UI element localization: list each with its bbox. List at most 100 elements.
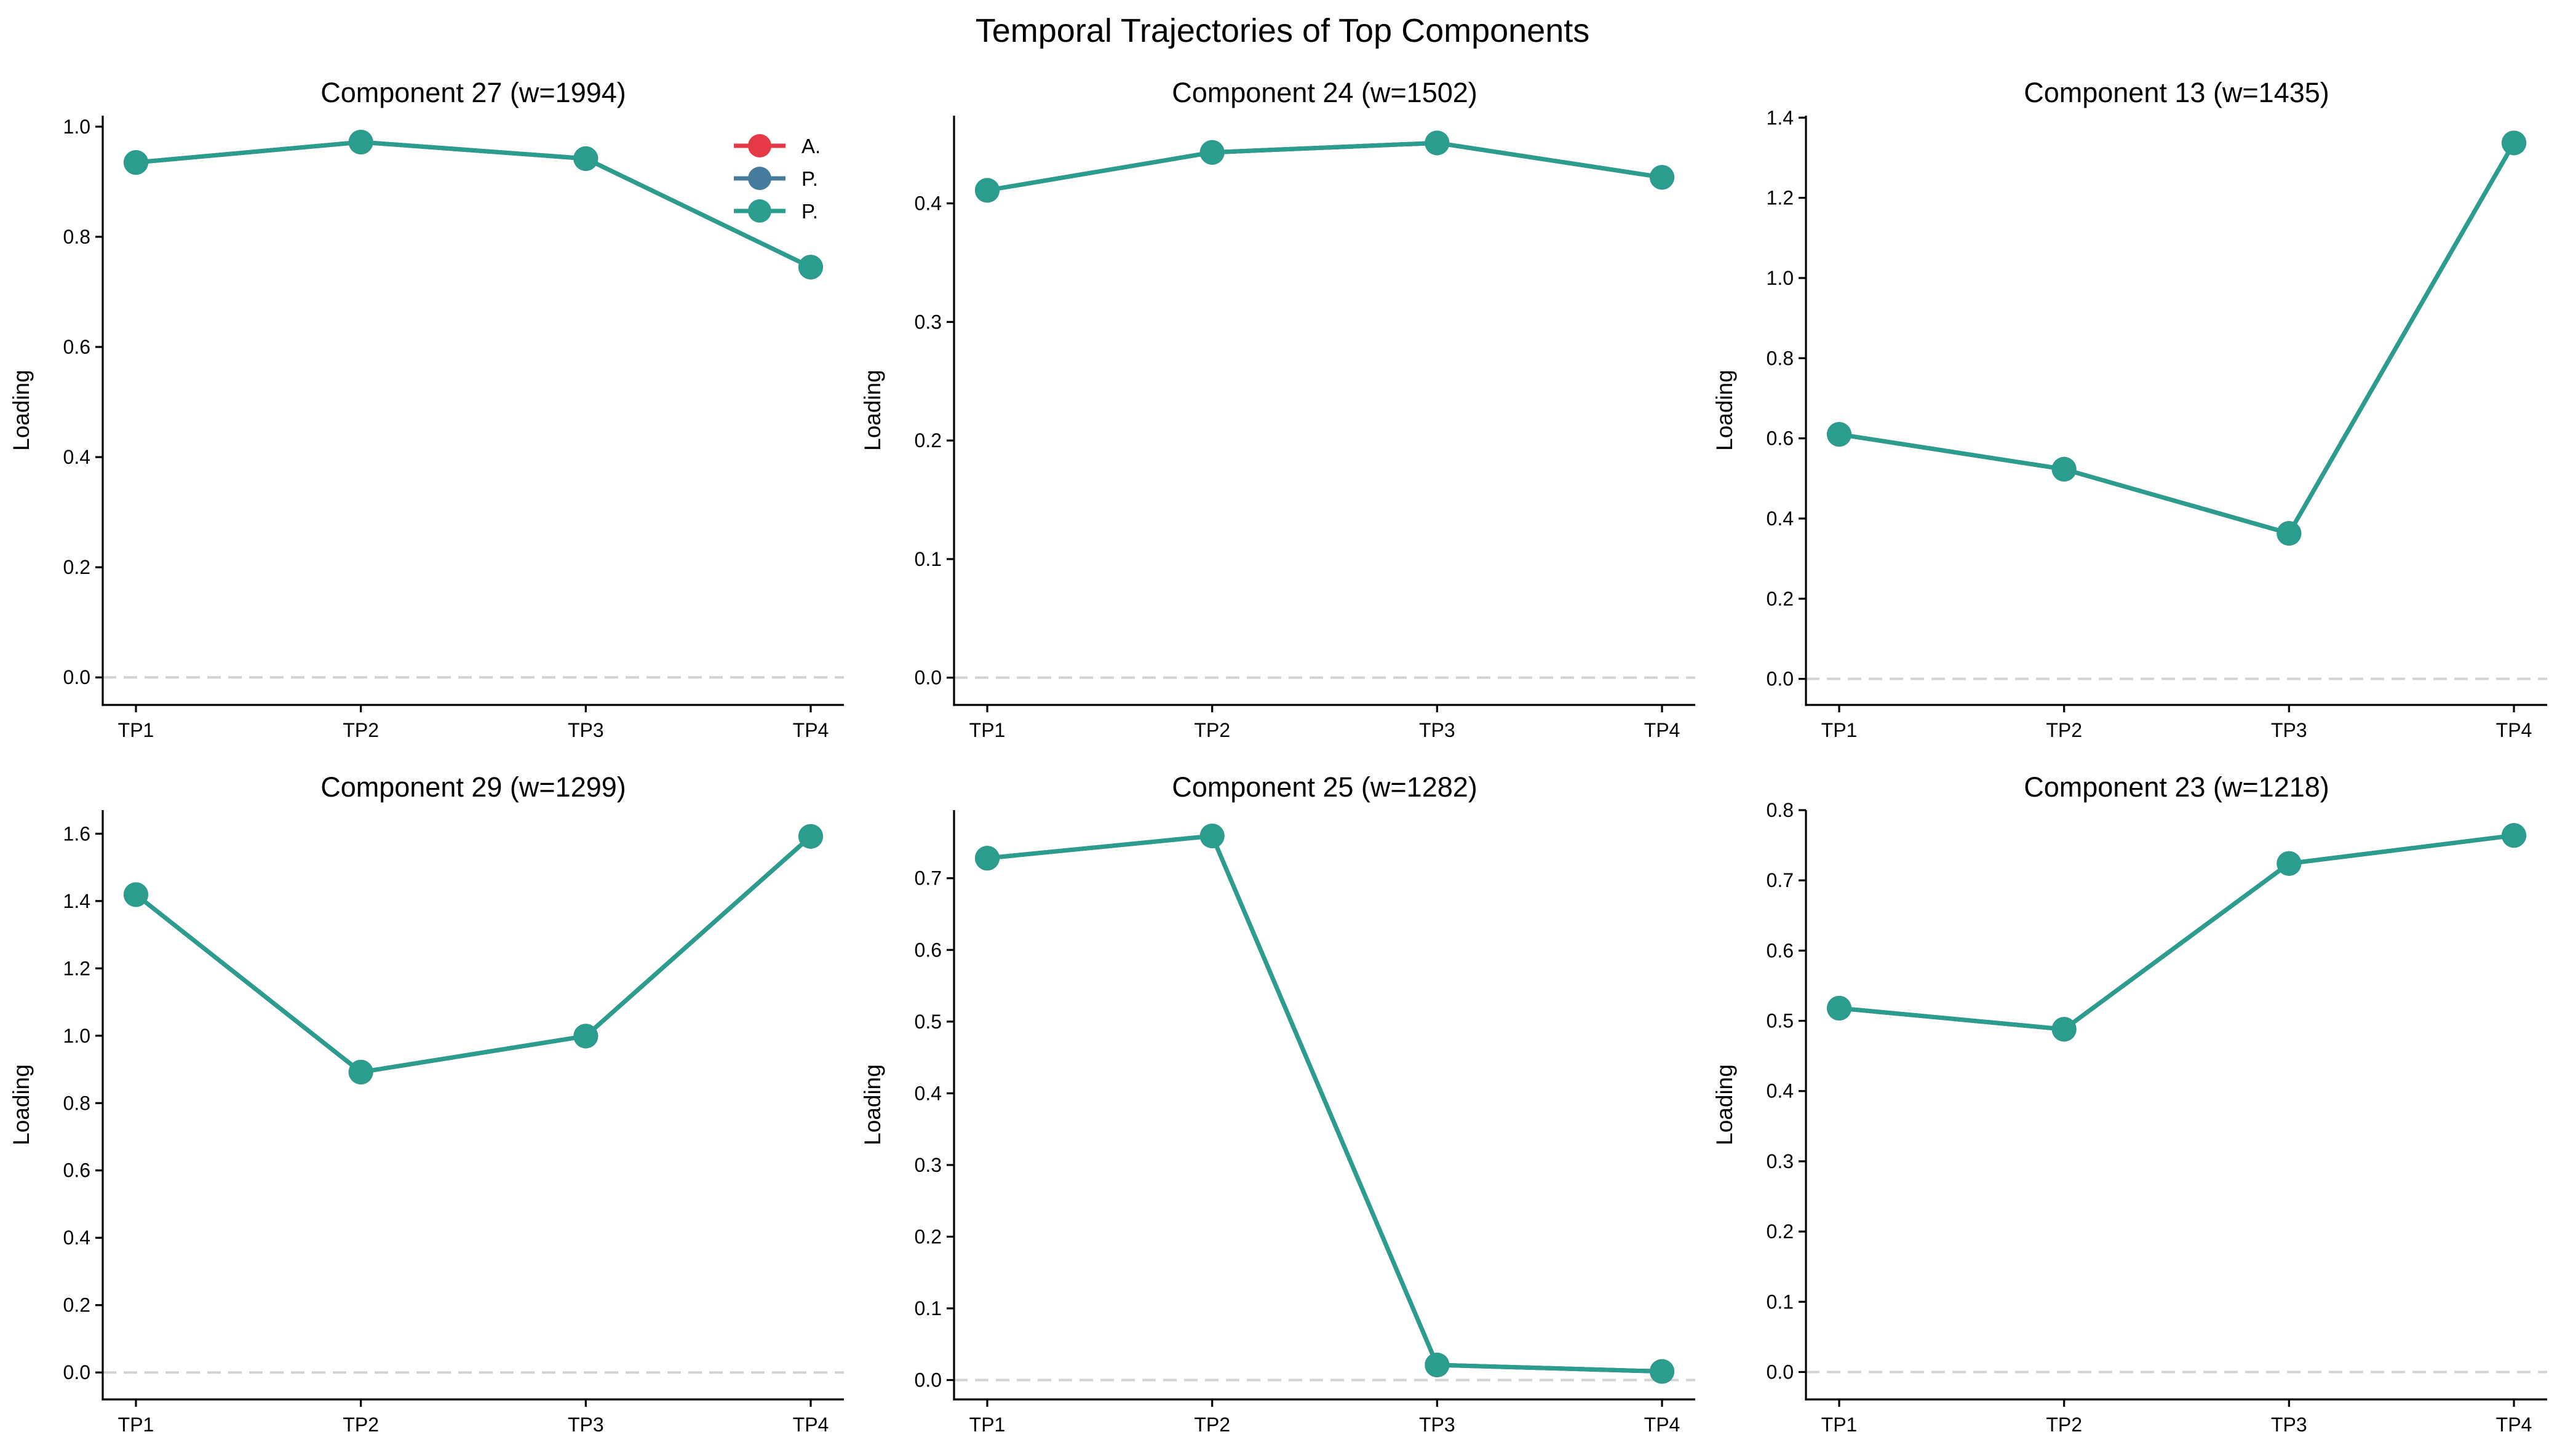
series-line — [1839, 141, 2516, 536]
series-1 — [1827, 823, 2526, 1042]
x-tick-label: TP1 — [969, 719, 1006, 741]
y-tick-label: 0.0 — [63, 1361, 90, 1383]
series-line — [987, 140, 1663, 193]
series-line — [1839, 833, 2515, 1032]
y-tick-label: 0.4 — [63, 446, 90, 468]
y-tick-label: 0.4 — [915, 193, 942, 215]
x-tick-label: TP4 — [2496, 719, 2532, 741]
x-tick-label: TP1 — [1821, 1414, 1858, 1436]
y-axis-label: Loading — [1712, 1064, 1737, 1145]
x-tick-label: TP4 — [793, 1414, 829, 1436]
data-point — [975, 846, 1000, 871]
y-tick-label: 0.0 — [63, 666, 90, 688]
series-line — [987, 140, 1663, 193]
panel-title: Component 13 (w=1435) — [2024, 77, 2329, 108]
y-tick-label: 0.0 — [1767, 668, 1794, 690]
legend-item: P. — [734, 167, 818, 190]
x-tick-label: TP3 — [1419, 1414, 1455, 1436]
data-point — [1199, 140, 1225, 165]
x-tick-label: TP2 — [2046, 719, 2082, 741]
y-tick-label: 0.2 — [1767, 587, 1794, 610]
y-axis-label: Loading — [9, 1064, 34, 1145]
y-tick-label: 0.6 — [63, 336, 90, 358]
series-line — [135, 140, 812, 269]
series-3 — [124, 824, 823, 1084]
y-tick-label: 1.0 — [63, 116, 90, 138]
series-line — [1839, 833, 2515, 1032]
y-tick-label: 0.5 — [1767, 1010, 1794, 1032]
legend-label: P. — [801, 200, 818, 223]
x-tick-label: TP2 — [1194, 719, 1230, 741]
y-tick-label: 0.5 — [915, 1011, 942, 1033]
panel-2: Component 24 (w=1502) 0.0 0.1 0.2 0.3 0.4 TP1 T… — [860, 77, 1695, 741]
x-tick-label: TP4 — [1644, 1414, 1680, 1436]
panel-5: Component 25 (w=1282) 0.0 0.1 0.2 0.3 0.4 0.5 0… — [860, 771, 1695, 1436]
data-point — [2277, 521, 2302, 546]
panel-4: Component 29 (w=1299) 0.0 0.2 0.4 0.6 0.8 1.0 1… — [9, 771, 844, 1436]
data-point — [1425, 130, 1450, 156]
data-point — [798, 824, 823, 849]
series-1 — [124, 824, 823, 1084]
y-tick-label: 1.0 — [1767, 267, 1794, 289]
series-line — [1839, 833, 2515, 1032]
x-tick-label: TP1 — [118, 719, 154, 741]
y-tick-label: 0.8 — [63, 1092, 90, 1114]
series-line — [134, 835, 813, 1075]
data-point — [2277, 851, 2302, 876]
y-tick-label: 0.1 — [915, 1297, 942, 1319]
data-point — [348, 1059, 373, 1084]
panel-title: Component 23 (w=1218) — [2024, 771, 2329, 803]
x-tick-label: TP2 — [2046, 1414, 2082, 1436]
series-line — [987, 140, 1663, 193]
x-tick-label: TP3 — [2271, 719, 2307, 741]
x-tick-label: TP3 — [2271, 1414, 2307, 1436]
legend-marker-icon — [748, 134, 771, 157]
y-tick-label: 1.4 — [63, 890, 90, 912]
y-axis-label: Loading — [860, 1064, 885, 1145]
data-point — [348, 129, 373, 154]
y-tick-label: 0.8 — [63, 226, 90, 248]
panel-title: Component 29 (w=1299) — [320, 771, 626, 803]
y-tick-label: 0.6 — [1767, 939, 1794, 961]
x-tick-label: TP1 — [969, 1414, 1006, 1436]
legend-label: P. — [801, 167, 818, 190]
y-tick-label: 0.6 — [915, 939, 942, 961]
series-2 — [1827, 130, 2526, 546]
y-axis-label: Loading — [860, 370, 885, 451]
y-tick-label: 1.4 — [1767, 106, 1794, 129]
series-line — [987, 833, 1663, 1374]
legend-label: A. — [801, 135, 821, 157]
series-line — [1839, 141, 2516, 536]
data-point — [2502, 130, 2526, 156]
series-2 — [1827, 823, 2526, 1042]
y-tick-label: 0.4 — [63, 1227, 90, 1249]
y-tick-label: 0.2 — [915, 1225, 942, 1247]
series-line — [134, 835, 813, 1075]
series-line — [135, 140, 812, 269]
x-tick-label: TP2 — [343, 1414, 379, 1436]
series-2 — [975, 130, 1674, 203]
y-tick-label: 1.2 — [1767, 187, 1794, 209]
y-axis-label: Loading — [9, 370, 34, 451]
series-3 — [1827, 823, 2526, 1042]
panels-grid: Component 27 (w=1994) 0.0 0.2 0.4 0.6 0.8 1.0 T… — [9, 77, 2547, 1436]
y-tick-label: 0.0 — [1767, 1361, 1794, 1383]
series-3 — [975, 823, 1674, 1384]
y-tick-label: 1.2 — [63, 957, 90, 979]
data-point — [975, 178, 1000, 203]
legend: A. P. P. — [734, 134, 821, 223]
y-tick-label: 0.4 — [1767, 1080, 1794, 1102]
data-point — [1650, 1359, 1674, 1384]
panel-title: Component 25 (w=1282) — [1172, 771, 1477, 803]
panel-1: Component 27 (w=1994) 0.0 0.2 0.4 0.6 0.8 1.0 T… — [9, 77, 844, 741]
x-tick-label: TP4 — [2496, 1414, 2532, 1436]
y-tick-label: 0.4 — [915, 1082, 942, 1104]
legend-item: A. — [734, 134, 821, 157]
legend-marker-icon — [748, 199, 771, 223]
data-point — [573, 146, 598, 171]
x-tick-label: TP2 — [343, 719, 379, 741]
data-point — [124, 150, 148, 175]
data-point — [1827, 422, 1851, 447]
figure-title: Temporal Trajectories of Top Components — [976, 12, 1590, 49]
